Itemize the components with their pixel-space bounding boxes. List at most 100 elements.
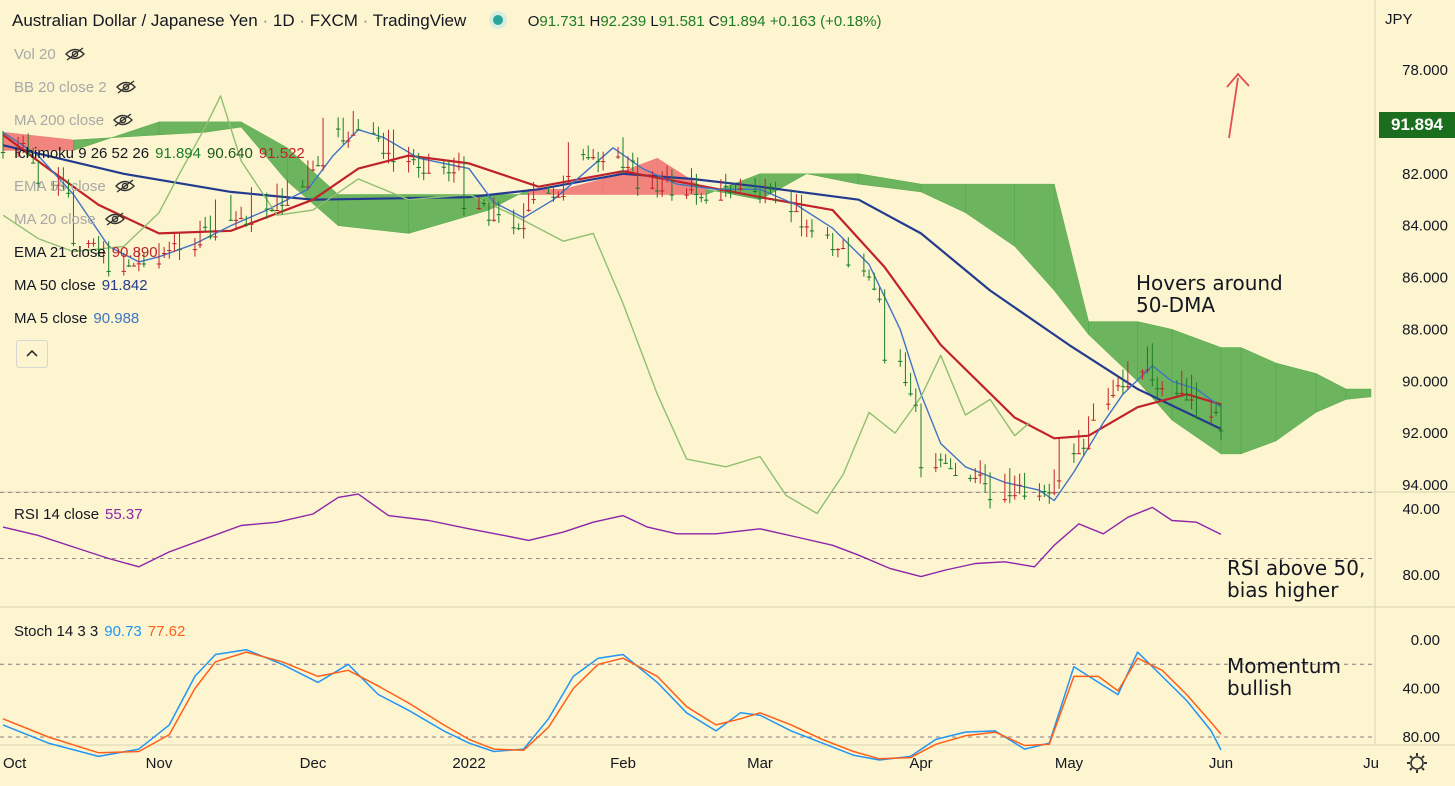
- candle-body: [486, 219, 492, 221]
- hidden-eye-icon[interactable]: [115, 80, 137, 94]
- time-tick-label: Jun: [1209, 755, 1233, 772]
- annotation-rsi: RSI above 50, bias higher: [1227, 556, 1366, 602]
- candle-body: [948, 468, 953, 470]
- candle-body: [794, 211, 799, 213]
- candle-body: [56, 184, 61, 186]
- candle-body: [1159, 388, 1165, 390]
- candle-body: [551, 196, 556, 198]
- candle-body: [192, 249, 198, 251]
- candle-body: [340, 140, 346, 142]
- candle-body: [1076, 453, 1082, 455]
- candle-body: [1150, 379, 1155, 381]
- legend-ma-20-close[interactable]: MA 20 close: [14, 211, 126, 228]
- candle-body: [91, 242, 96, 244]
- candle-body: [496, 214, 502, 216]
- settings-button[interactable]: [1404, 750, 1430, 776]
- indicator-name: MA 20 close: [14, 211, 96, 228]
- indicator-name: EMA 21 close: [14, 244, 106, 261]
- candle-body: [762, 197, 768, 199]
- candle-body: [1208, 416, 1214, 418]
- legend-ichimoku-9-26-52-26[interactable]: Ichimoku 9 26 52 26 91.894 90.640 91.522: [14, 145, 305, 162]
- indicator-value: 91.522: [258, 145, 305, 162]
- candle-body: [15, 152, 21, 154]
- hidden-eye-icon[interactable]: [64, 47, 86, 61]
- time-tick-label: Apr: [909, 755, 932, 772]
- price-tick-label: 94.000: [1402, 477, 1448, 494]
- legend-ma-50-close[interactable]: MA 50 close 91.842: [14, 277, 148, 294]
- candle-body: [446, 172, 452, 174]
- stoch-legend[interactable]: Stoch 14 3 3 90.73 77.62: [14, 623, 186, 640]
- candle-body: [830, 249, 835, 251]
- interval[interactable]: 1D: [272, 11, 295, 30]
- indicator-value: 90.640: [206, 145, 253, 162]
- candle-body: [728, 191, 733, 193]
- legend-ma-200-close[interactable]: MA 200 close: [14, 112, 134, 129]
- indicator-name: Vol 20: [14, 46, 56, 63]
- candle-body: [978, 474, 983, 476]
- legend-ema-21-close[interactable]: EMA 21 close 90.890: [14, 244, 158, 261]
- collapse-legend-button[interactable]: [16, 340, 48, 368]
- candle-body: [208, 236, 213, 238]
- candle-body: [595, 161, 601, 163]
- candle-body: [615, 156, 621, 158]
- candle-body: [1106, 403, 1111, 405]
- candle-body: [531, 199, 536, 201]
- candle-body: [61, 185, 66, 187]
- candle-body: [703, 199, 709, 201]
- candle-body: [177, 249, 182, 251]
- candle-body: [136, 263, 142, 265]
- indicator-name: Ichimoku 9 26 52 26: [14, 145, 150, 162]
- price-tick-label: 92.000: [1402, 425, 1448, 442]
- rsi-tick-label: 40.00: [1402, 501, 1440, 518]
- candle-body: [659, 190, 665, 192]
- candle-body: [655, 190, 660, 192]
- indicator-name: MA 5 close: [14, 310, 88, 327]
- candle-body: [898, 360, 903, 362]
- candle-body: [882, 359, 887, 361]
- candle-body: [1056, 480, 1062, 482]
- candle-body: [71, 242, 76, 244]
- indicator-value: 91.894: [155, 145, 201, 162]
- line-ichimoku-lagging-span: [2, 95, 1030, 515]
- candle-body: [664, 178, 670, 180]
- time-tick-label: Nov: [146, 755, 173, 772]
- candle-body: [526, 209, 531, 211]
- candle-body: [968, 477, 973, 479]
- price-tick-label: 88.000: [1402, 321, 1448, 338]
- rsi-legend[interactable]: RSI 14 close 55.37: [14, 506, 143, 523]
- legend-bb-20-close-2[interactable]: BB 20 close 2: [14, 79, 137, 96]
- ichimoku-cloud: [2, 121, 1372, 455]
- candle-body: [1022, 495, 1027, 497]
- hidden-eye-icon[interactable]: [112, 113, 134, 127]
- candle-body: [757, 197, 763, 199]
- legend-ma-5-close[interactable]: MA 5 close 90.988: [14, 310, 139, 327]
- candle-body: [456, 166, 462, 168]
- rsi-line: [2, 493, 1222, 578]
- candle-body: [451, 172, 457, 174]
- candle-body: [269, 209, 275, 211]
- candle-body: [20, 142, 26, 144]
- hidden-eye-icon[interactable]: [114, 179, 136, 193]
- candle-body: [825, 234, 830, 236]
- candle-body: [630, 160, 635, 162]
- candle-body: [106, 270, 111, 272]
- hidden-eye-icon[interactable]: [104, 212, 126, 226]
- candle-body: [126, 265, 132, 267]
- candle-body: [938, 459, 943, 461]
- stoch-d-line: [2, 651, 1222, 760]
- candle-body: [1140, 371, 1145, 373]
- legend-vol-20[interactable]: Vol 20: [14, 46, 86, 63]
- candle-body: [0, 152, 6, 154]
- legend-ema-55-close[interactable]: EMA 55 close: [14, 178, 136, 195]
- candle-body: [835, 249, 841, 251]
- candlesticks: [0, 110, 1224, 509]
- stoch-tick-label: 40.00: [1402, 681, 1440, 698]
- symbol-name[interactable]: Australian Dollar / Japanese Yen: [12, 11, 258, 30]
- candle-body: [25, 153, 31, 155]
- time-tick-label: Oct: [3, 755, 27, 772]
- candle-body: [1086, 447, 1091, 449]
- candle-body: [1037, 495, 1042, 497]
- cloud-segment: [1240, 347, 1277, 455]
